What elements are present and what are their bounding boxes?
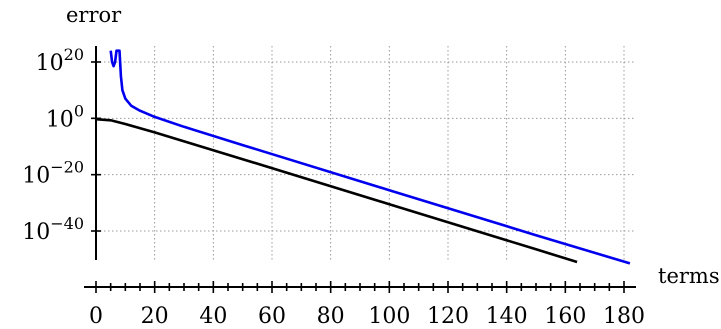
- series-line-2: [95, 117, 578, 264]
- x-tick-label: 20: [141, 304, 169, 329]
- y-ticks: [91, 61, 101, 232]
- x-tick-label: 160: [544, 304, 586, 329]
- x-tick-label: 140: [486, 304, 528, 329]
- x-tick-labels: 0 20 40 60 80 100 120 140 160 180: [89, 304, 645, 329]
- series-line-1: [109, 49, 631, 265]
- y-tick-labels: 1020 100 10−20 10−40: [22, 45, 84, 245]
- x-tick-label: 80: [317, 304, 345, 329]
- series-layer: [95, 49, 631, 265]
- x-tick-label: 0: [89, 304, 103, 329]
- x-tick-label: 40: [199, 304, 227, 329]
- y-tick-label: 10−40: [22, 214, 84, 245]
- x-tick-label: 60: [258, 304, 286, 329]
- x-tick-label: 100: [368, 304, 410, 329]
- y-tick-label: 10−20: [22, 158, 84, 189]
- x-tick-label: 120: [427, 304, 469, 329]
- y-axis-title: error: [66, 3, 122, 27]
- y-tick-label: 1020: [36, 45, 84, 76]
- x-tick-label: 180: [603, 304, 645, 329]
- grid: [96, 46, 636, 260]
- x-axis-title: terms: [658, 264, 720, 288]
- x-ticks: [95, 281, 625, 293]
- y-tick-label: 100: [46, 101, 84, 132]
